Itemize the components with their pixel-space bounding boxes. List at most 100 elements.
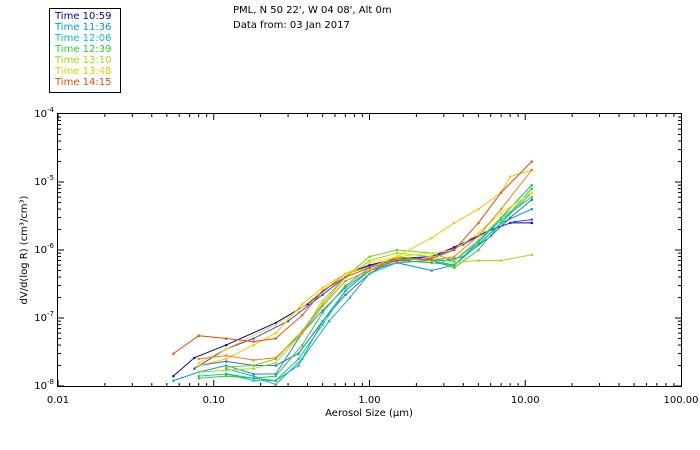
data-point xyxy=(197,375,200,378)
data-point xyxy=(225,354,228,357)
data-point xyxy=(500,212,503,215)
data-point xyxy=(430,237,433,240)
data-point xyxy=(252,364,255,367)
legend-item-1206: Time 12:06 xyxy=(55,33,112,44)
data-point xyxy=(197,371,200,374)
data-point xyxy=(321,309,324,312)
data-point xyxy=(274,332,277,335)
data-point xyxy=(453,266,456,269)
data-point xyxy=(530,184,533,187)
data-point xyxy=(500,216,503,219)
data-point xyxy=(297,352,300,355)
data-point xyxy=(321,293,324,296)
data-point xyxy=(395,261,399,264)
series-6 xyxy=(197,187,533,380)
legend-item-1239: Time 12:39 xyxy=(55,44,112,55)
station-info: PML, N 50 22', W 04 08', Alt 0m xyxy=(233,5,392,16)
data-point xyxy=(225,369,228,372)
data-point xyxy=(530,187,533,190)
data-point xyxy=(321,303,324,306)
data-point xyxy=(344,284,347,287)
legend-item-1310: Time 13:10 xyxy=(55,55,112,66)
series-9 xyxy=(225,196,533,369)
data-point xyxy=(530,169,533,172)
data-point xyxy=(368,255,371,258)
data-point xyxy=(197,377,200,380)
data-point xyxy=(368,266,371,269)
data-point xyxy=(252,337,255,340)
data-point xyxy=(500,208,503,211)
data-point xyxy=(509,175,512,178)
data-point xyxy=(252,375,255,378)
data-point xyxy=(225,344,228,347)
data-point xyxy=(349,296,352,299)
data-point xyxy=(477,235,480,238)
data-point xyxy=(530,208,533,211)
data-point xyxy=(430,257,433,260)
data-point xyxy=(197,334,200,337)
data-point xyxy=(530,191,533,194)
data-point xyxy=(197,364,200,367)
data-point xyxy=(500,218,503,221)
data-point xyxy=(462,243,465,246)
data-point xyxy=(225,348,228,351)
data-point xyxy=(321,286,324,289)
data-point xyxy=(368,264,371,267)
data-point xyxy=(453,246,456,249)
data-point xyxy=(274,361,277,364)
data-date: Data from: 03 Jan 2017 xyxy=(233,20,350,31)
data-point xyxy=(274,375,277,378)
data-point xyxy=(430,252,433,255)
data-point xyxy=(252,367,255,370)
legend: Time 10:59 Time 11:36 Time 12:06 Time 12… xyxy=(49,8,121,93)
x-tick-label: 1.00 xyxy=(358,395,380,406)
data-point xyxy=(287,320,290,323)
series-4 xyxy=(197,196,533,382)
series-5 xyxy=(225,191,533,386)
data-point xyxy=(453,221,456,225)
data-point xyxy=(344,289,347,293)
data-point xyxy=(274,379,277,382)
data-point xyxy=(477,243,480,246)
y-axis-label: dV/d(log R) (cm³/cm³) xyxy=(19,195,30,304)
legend-item-1415: Time 14:15 xyxy=(55,77,112,88)
data-point xyxy=(297,364,300,367)
data-point xyxy=(500,259,503,262)
x-tick-label: 100.00 xyxy=(664,395,699,406)
data-point xyxy=(252,373,255,376)
data-point xyxy=(225,373,228,376)
data-point xyxy=(395,259,399,262)
data-point xyxy=(274,356,277,359)
data-point xyxy=(328,320,331,323)
data-point xyxy=(477,221,480,225)
data-point xyxy=(297,357,300,361)
y-tick-label: 10-4 xyxy=(34,106,54,120)
data-point xyxy=(252,359,255,362)
data-point xyxy=(509,216,512,219)
data-point xyxy=(477,231,480,234)
data-point xyxy=(395,252,399,255)
data-point xyxy=(321,305,324,308)
data-point xyxy=(274,383,277,386)
data-point xyxy=(477,249,480,252)
data-point xyxy=(500,191,503,194)
data-point xyxy=(197,361,200,364)
legend-item-1348: Time 13:48 xyxy=(55,66,112,77)
data-point xyxy=(438,253,441,256)
data-point xyxy=(225,337,228,340)
data-point xyxy=(477,208,480,211)
data-point xyxy=(225,375,228,378)
y-tick-label: 10-5 xyxy=(34,174,54,188)
data-point xyxy=(395,249,399,252)
series-line xyxy=(225,192,533,386)
data-point xyxy=(301,314,304,317)
data-point xyxy=(430,255,433,258)
series-3 xyxy=(197,198,533,367)
data-point xyxy=(321,311,324,314)
series-line xyxy=(226,184,533,382)
data-point xyxy=(453,261,456,264)
data-point xyxy=(252,344,255,347)
data-point xyxy=(225,367,228,370)
data-point xyxy=(530,218,533,221)
